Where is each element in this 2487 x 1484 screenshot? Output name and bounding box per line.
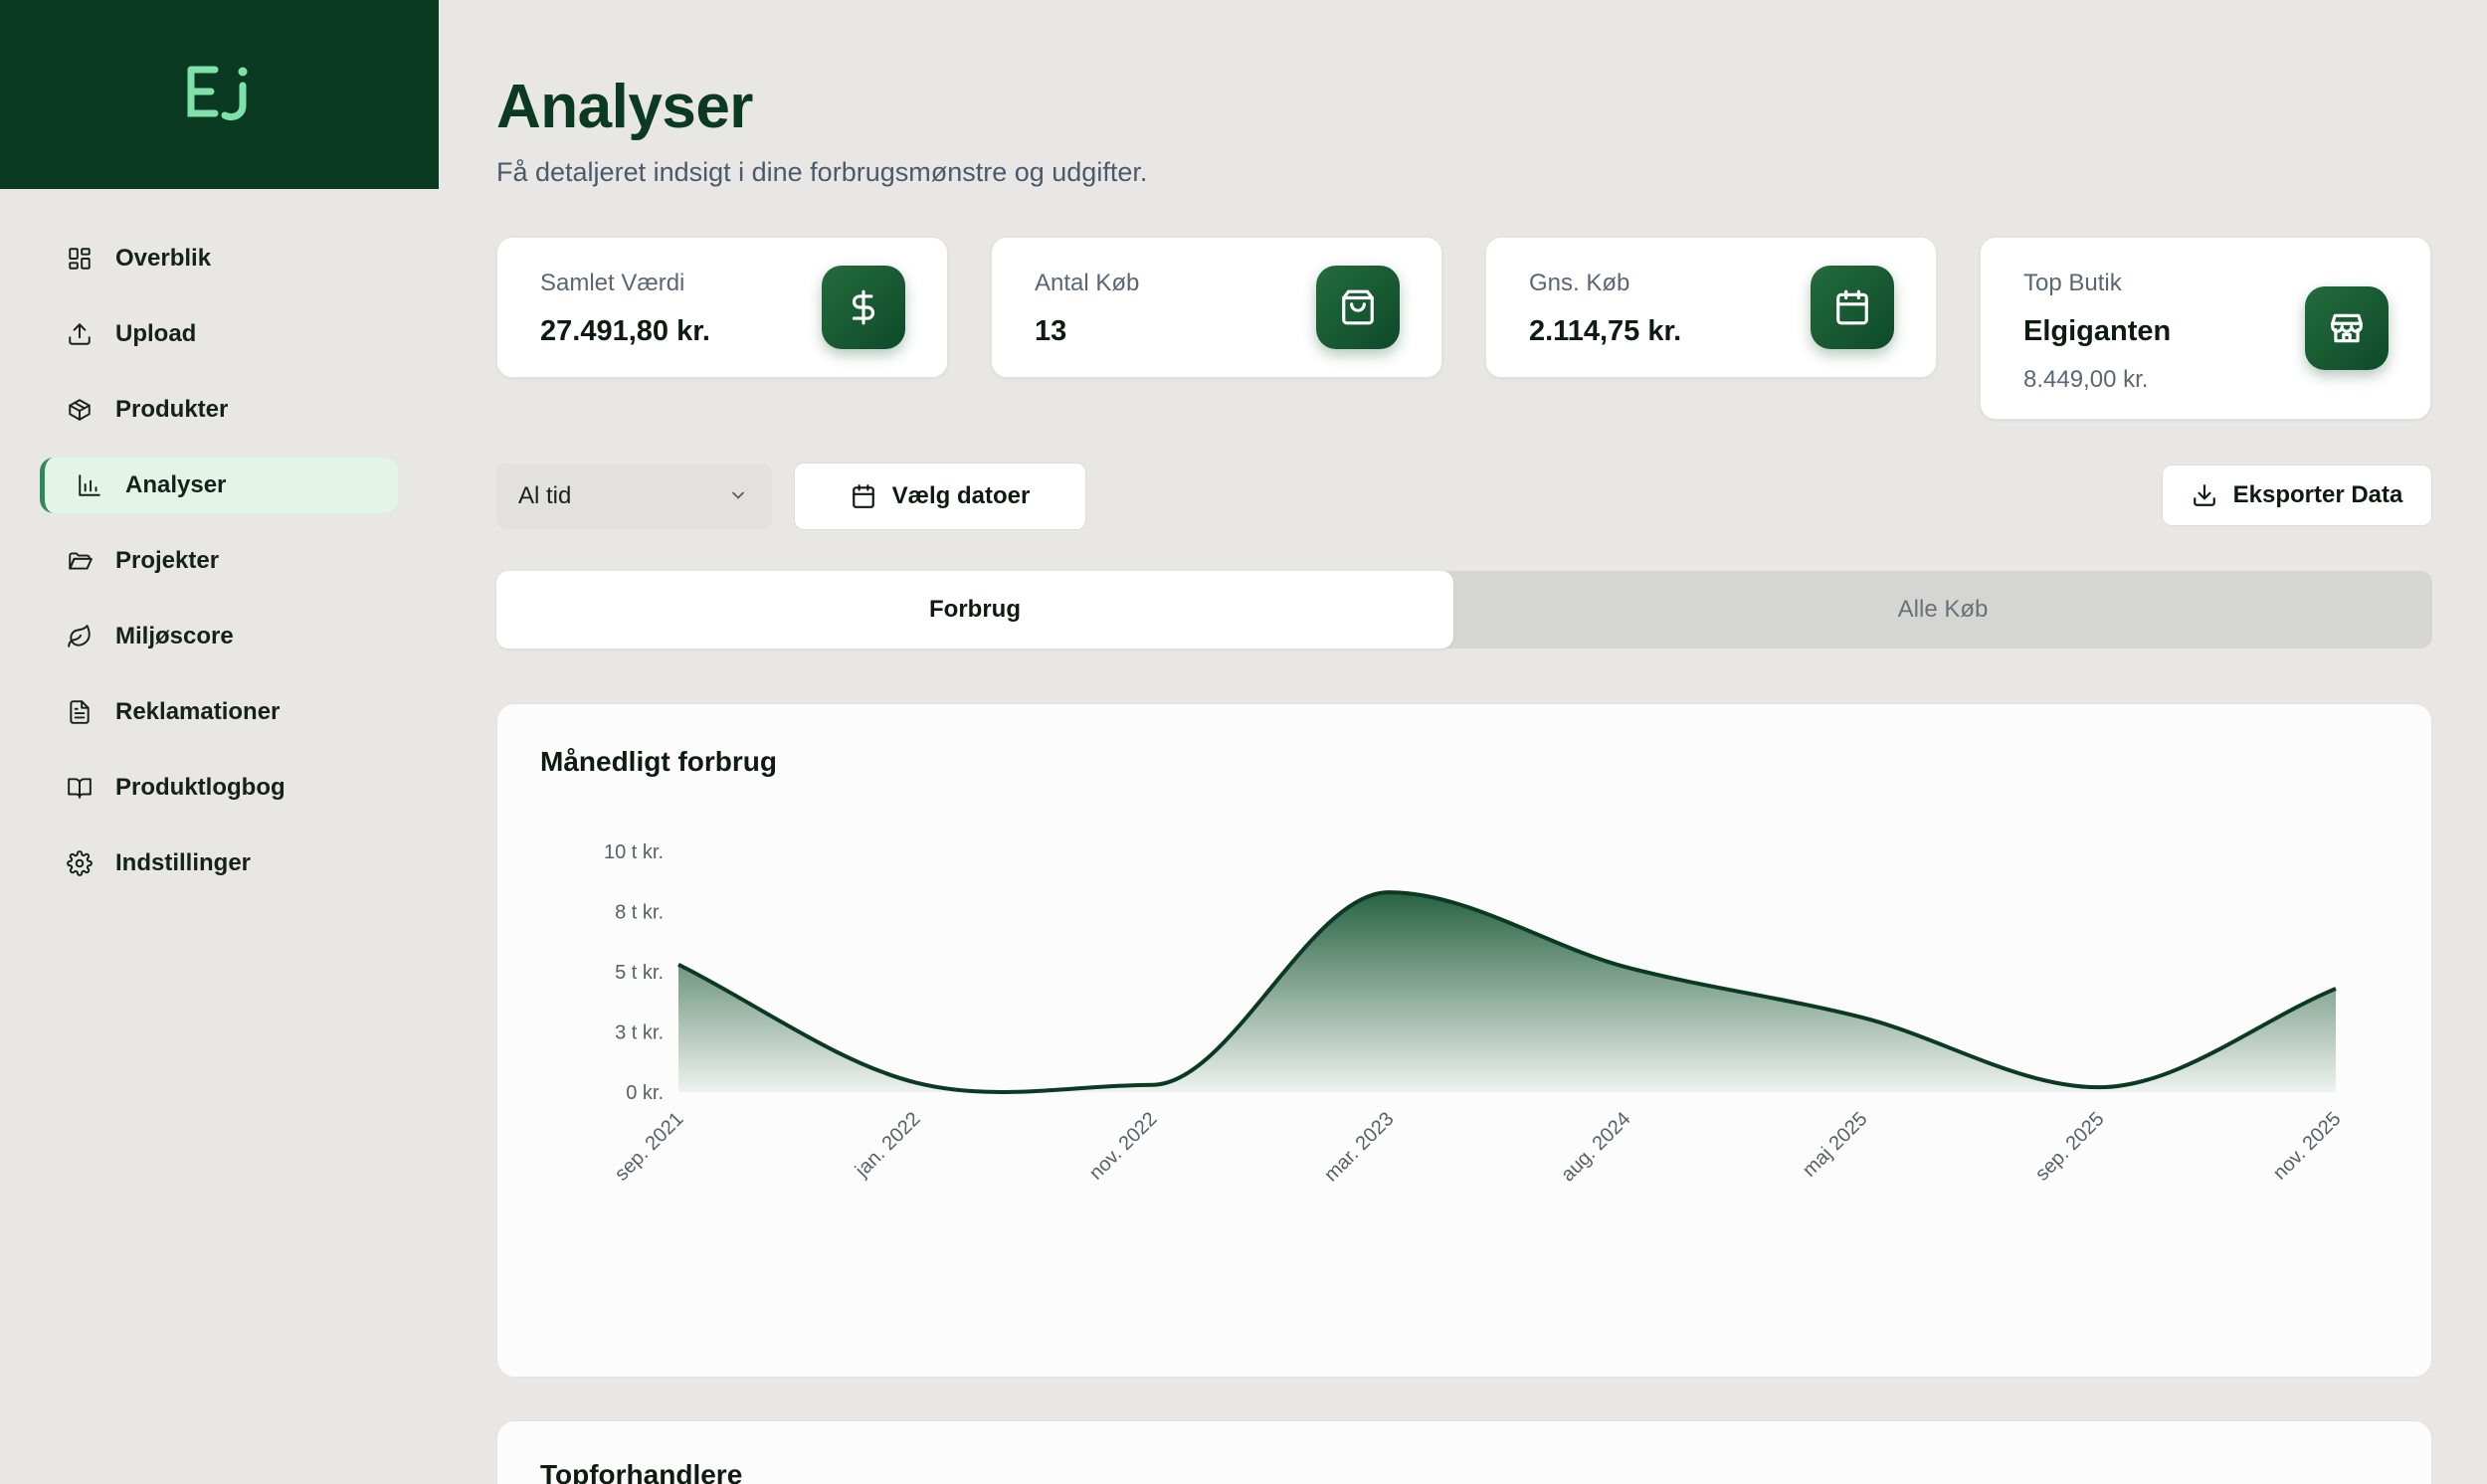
top-retailers-card: Topforhandlere <box>496 1420 2432 1484</box>
shopping-bag-icon <box>1316 266 1400 349</box>
period-select-value: Al tid <box>518 482 572 509</box>
sidebar-item-label: Reklamationer <box>115 698 281 725</box>
sidebar-item-label: Analyser <box>125 471 227 498</box>
y-tick-label: 8 t kr. <box>615 902 664 924</box>
x-tick-label: maj 2025 <box>1799 1108 1872 1182</box>
stat-subvalue: 8.449,00 kr. <box>2023 366 2149 393</box>
calendar-icon <box>1811 266 1894 349</box>
y-tick-label: 3 t kr. <box>615 1022 664 1044</box>
chevron-down-icon <box>732 491 744 499</box>
stat-card-average-purchase: Gns. Køb 2.114,75 kr. <box>1485 237 1937 378</box>
leaf-icon <box>66 623 94 650</box>
calendar-icon <box>852 484 874 508</box>
sidebar-item-miljøscore[interactable]: Miljøscore <box>40 609 398 664</box>
y-tick-label: 0 kr. <box>626 1082 664 1104</box>
folder-icon <box>66 547 94 575</box>
chart-point[interactable] <box>1616 957 1635 977</box>
grid-icon <box>66 245 94 273</box>
chart-series-line <box>677 890 2337 1094</box>
period-select[interactable]: Al tid <box>496 464 772 529</box>
sidebar-nav: Overblik Upload Produkter Analyser Projekter… <box>40 231 398 911</box>
store-icon <box>2305 286 2389 370</box>
sidebar-item-label: Miljøscore <box>115 623 234 649</box>
sidebar-item-upload[interactable]: Upload <box>40 306 398 362</box>
tab-forbrug[interactable]: Forbrug <box>496 571 1453 649</box>
select-dates-label: Vælg datoer <box>891 482 1031 509</box>
y-tick-label: 5 t kr. <box>615 962 664 984</box>
view-tabs: Forbrug Alle Køb <box>496 571 2432 649</box>
sidebar-item-projekter[interactable]: Projekter <box>40 533 398 589</box>
stat-card-top-store: Top Butik Elgiganten 8.449,00 kr. <box>1980 237 2431 420</box>
x-tick-label: nov. 2025 <box>2269 1108 2346 1185</box>
logo-icon <box>187 66 247 121</box>
sidebar-item-label: Indstillinger <box>115 849 252 876</box>
monthly-spending-chart: 0 kr. 3 t kr. 5 t kr. 8 t kr. 10 t kr. sep. … <box>604 841 2346 1186</box>
select-dates-button[interactable]: Vælg datoer <box>794 463 1086 530</box>
chart-point[interactable] <box>905 1072 925 1092</box>
stat-value: 2.114,75 kr. <box>1529 315 1682 347</box>
chart-title: Månedligt forbrug <box>540 746 777 777</box>
chart-point[interactable] <box>1379 882 1399 902</box>
stat-card-total-value: Samlet Værdi 27.491,80 kr. <box>496 237 948 378</box>
monthly-spending-card: Månedligt forbrug 0 kr. 3 t kr. 5 t kr. 8 t… <box>496 703 2432 1378</box>
x-tick-label: mar. 2023 <box>1320 1108 1398 1186</box>
download-icon <box>2193 484 2215 506</box>
stat-value: Elgiganten <box>2023 315 2172 347</box>
top-retailers-title: Topforhandlere <box>540 1459 743 1484</box>
book-icon <box>66 774 94 802</box>
chart-point[interactable] <box>669 955 688 975</box>
dollar-icon <box>822 266 905 349</box>
sidebar-item-label: Produktlogbog <box>115 774 286 801</box>
stat-label: Gns. Køb <box>1529 270 1630 296</box>
logo[interactable] <box>0 0 439 189</box>
sidebar: Overblik Upload Produkter Analyser Projekter… <box>0 0 439 1484</box>
stat-value: 13 <box>1035 315 1067 347</box>
export-data-label: Eksporter Data <box>2232 481 2403 508</box>
stat-label: Antal Køb <box>1035 270 1140 296</box>
sidebar-item-produktlogbog[interactable]: Produktlogbog <box>40 760 398 816</box>
chart-point[interactable] <box>2326 979 2346 999</box>
stat-card-purchase-count: Antal Køb 13 <box>991 237 1442 378</box>
x-tick-label: jan. 2022 <box>851 1108 924 1182</box>
chart-point[interactable] <box>2089 1077 2109 1097</box>
chart-area-fill <box>678 892 2336 1092</box>
page-subtitle: Få detaljeret indsigt i dine forbrugsmøn… <box>496 157 1148 187</box>
box-icon <box>66 396 94 424</box>
x-tick-label: sep. 2021 <box>611 1108 688 1186</box>
document-icon <box>66 698 94 726</box>
sidebar-item-label: Overblik <box>115 245 212 272</box>
x-tick-label: nov. 2022 <box>1085 1108 1162 1185</box>
sidebar-item-reklamationer[interactable]: Reklamationer <box>40 684 398 740</box>
x-tick-label: aug. 2024 <box>1557 1108 1634 1186</box>
upload-icon <box>66 320 94 348</box>
stat-label: Top Butik <box>2023 270 2122 296</box>
sidebar-item-label: Upload <box>115 320 197 347</box>
chart-point[interactable] <box>1142 1075 1162 1095</box>
sidebar-item-indstillinger[interactable]: Indstillinger <box>40 835 398 891</box>
y-tick-label: 10 t kr. <box>604 841 664 863</box>
sidebar-item-overblik[interactable]: Overblik <box>40 231 398 286</box>
sidebar-item-analyser[interactable]: Analyser <box>40 458 398 513</box>
sidebar-item-label: Produkter <box>115 396 229 423</box>
page-title: Analyser <box>496 73 753 141</box>
bar-chart-icon <box>76 471 103 499</box>
export-data-button[interactable]: Eksporter Data <box>2162 464 2432 526</box>
chart-point[interactable] <box>1852 1008 1872 1027</box>
stat-value: 27.491,80 kr. <box>540 315 710 347</box>
stat-label: Samlet Værdi <box>540 270 685 296</box>
sidebar-item-label: Projekter <box>115 547 220 574</box>
x-tick-label: sep. 2025 <box>2031 1108 2109 1186</box>
gear-icon <box>66 849 94 877</box>
tab-alle-koeb[interactable]: Alle Køb <box>1897 596 1989 623</box>
sidebar-item-produkter[interactable]: Produkter <box>40 382 398 438</box>
